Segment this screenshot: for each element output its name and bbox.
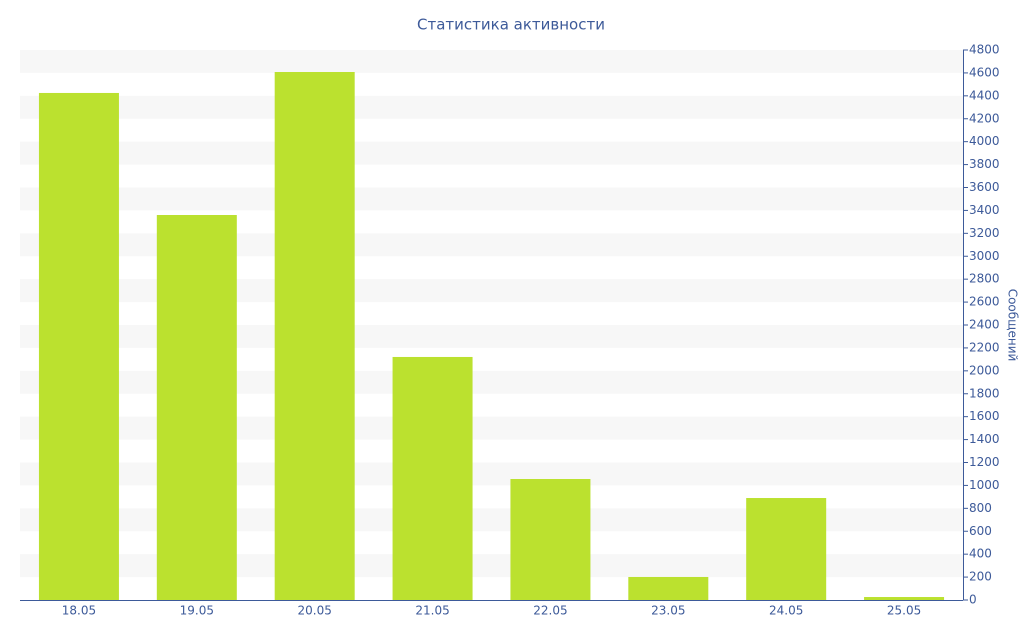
y-tick-label: 2600 [969,295,1000,309]
grid-stripe [20,508,963,532]
chart-title: Статистика активности [417,16,605,34]
grid-stripe [20,187,963,211]
x-tick-label: 21.05 [415,604,449,618]
y-tick-label: 1400 [969,432,1000,446]
y-tick-label: 2400 [969,318,1000,332]
y-tick-label: 4600 [969,65,1000,79]
y-tick-label: 4000 [969,134,1000,148]
y-tick-label: 1200 [969,455,1000,469]
y-tick-label: 400 [969,547,992,561]
grid-stripe [20,279,963,303]
grid-stripe [20,416,963,440]
x-tick-label: 25.05 [887,604,921,618]
y-tick-label: 3000 [969,249,1000,263]
y-tick-label: 1000 [969,478,1000,492]
bar [864,597,945,600]
x-tick-label: 18.05 [62,604,96,618]
grid-stripe [20,233,963,257]
x-tick-label: 22.05 [533,604,567,618]
y-tick-label: 1600 [969,409,1000,423]
bar [746,498,827,600]
grid-stripe [20,554,963,578]
x-tick-label: 24.05 [769,604,803,618]
x-tick-label: 20.05 [298,604,332,618]
x-tick-label: 23.05 [651,604,685,618]
grid-stripe [20,95,963,119]
y-tick-label: 2000 [969,363,1000,377]
y-tick-label: 4200 [969,111,1000,125]
bar [156,215,237,600]
bar [628,576,709,600]
bar [38,92,119,600]
y-tick-label: 2800 [969,272,1000,286]
y-axis-label: Сообщений [1006,289,1020,362]
y-tick-label: 3600 [969,180,1000,194]
grid-stripe [20,462,963,486]
y-tick-label: 600 [969,524,992,538]
bar [510,479,591,600]
y-tick-label: 3400 [969,203,1000,217]
grid-stripe [20,325,963,348]
y-tick-label: 4800 [969,43,1000,57]
y-tick-label: 200 [969,570,992,584]
y-tick-label: 3200 [969,226,1000,240]
y-tick-label: 2200 [969,340,1000,354]
grid-stripe [20,50,963,73]
y-tick-label: 800 [969,501,992,515]
y-tick-label: 0 [969,593,977,607]
x-tick-label: 19.05 [180,604,214,618]
bar [392,356,473,600]
y-tick-label: 4400 [969,88,1000,102]
grid-stripe [20,141,963,165]
y-tick-label: 3800 [969,157,1000,171]
grid-stripe [20,370,963,394]
y-tick-label: 1800 [969,386,1000,400]
bar [274,72,355,600]
